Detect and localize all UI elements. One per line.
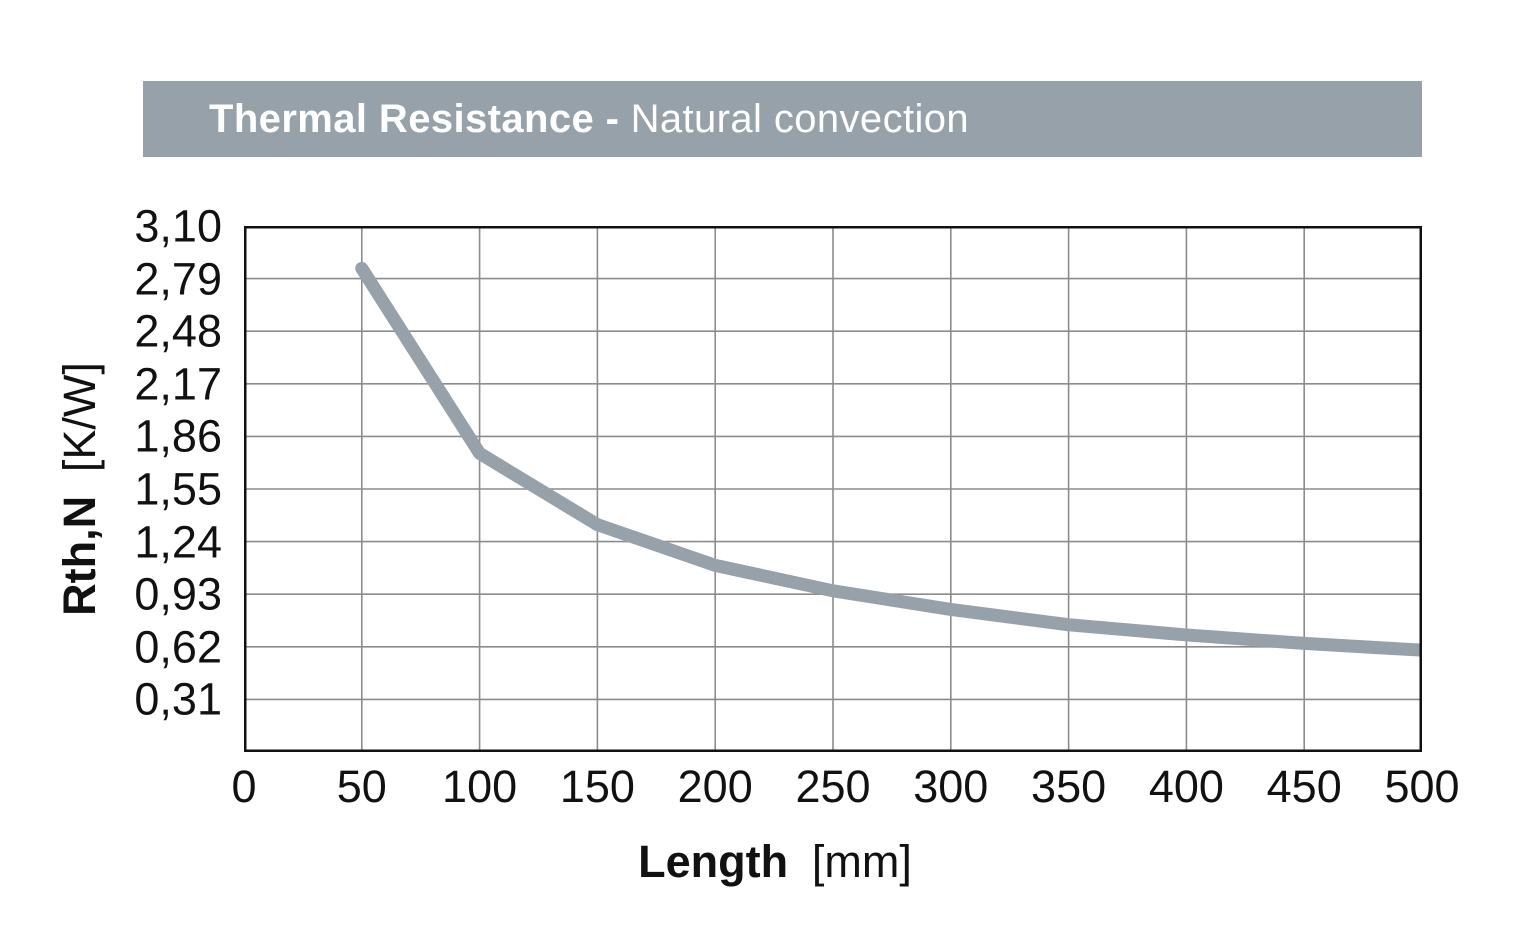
- y-tick-label: 2,48: [134, 305, 222, 357]
- y-tick-label: 1,24: [134, 516, 222, 568]
- x-tick-label: 150: [559, 761, 635, 812]
- plot-area: [244, 226, 1422, 752]
- x-tick-label: 100: [442, 761, 518, 812]
- y-tick-label: 1,86: [134, 410, 222, 462]
- y-tick-label: 2,79: [134, 253, 222, 305]
- plot-border: [244, 226, 1422, 752]
- x-axis-title: Length [mm]: [638, 836, 912, 888]
- y-tick-label: 3,10: [134, 200, 222, 252]
- x-tick-label: 400: [1148, 761, 1224, 812]
- rth-curve: [355, 261, 1422, 657]
- x-tick-label: 50: [336, 761, 387, 812]
- x-tick-label: 250: [795, 761, 871, 812]
- x-tick-label: 200: [677, 761, 753, 812]
- x-tick-label: 350: [1031, 761, 1107, 812]
- y-tick-label: 0,62: [134, 621, 222, 673]
- x-tick-label: 300: [913, 761, 989, 812]
- y-tick-label: 0,93: [134, 568, 222, 620]
- y-tick-label: 2,17: [134, 358, 222, 410]
- x-tick-label: 0: [231, 761, 257, 812]
- chart-title-main: Thermal Resistance -: [209, 96, 620, 141]
- plot-svg: [244, 226, 1422, 752]
- chart-title-sub: Natural convection: [630, 96, 970, 141]
- chart-title-bar: Thermal Resistance - Natural convection: [143, 81, 1422, 157]
- y-tick-label: 1,55: [134, 463, 222, 515]
- x-axis-title-unit: [mm]: [811, 836, 912, 887]
- y-tick-label: 0,31: [134, 673, 222, 725]
- x-axis-title-name: Length: [638, 836, 789, 887]
- x-tick-label: 450: [1266, 761, 1342, 812]
- x-tick-label: 500: [1384, 761, 1460, 812]
